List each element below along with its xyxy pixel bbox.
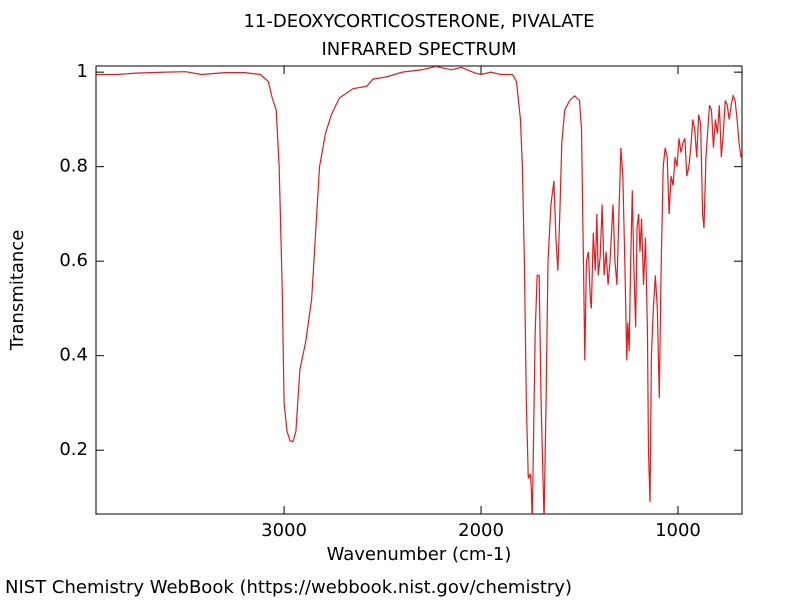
chart-title: 11-DEOXYCORTICOSTERONE, PIVALATE	[243, 11, 594, 32]
y-tick-label: 0.2	[59, 439, 88, 460]
y-tick-label: 0.8	[59, 156, 88, 177]
plot-frame	[95, 65, 743, 515]
x-tick-label: 2000	[458, 520, 504, 541]
x-tick-label: 1000	[655, 520, 701, 541]
chart-subtitle: INFRARED SPECTRUM	[321, 39, 516, 60]
spectrum-line	[96, 66, 742, 514]
x-axis-label: Wavenumber (cm-1)	[327, 544, 512, 565]
y-tick-label: 0.6	[59, 250, 88, 271]
footer: NIST Chemistry WebBook (https://webbook.…	[5, 577, 572, 598]
y-tick-label: 0.4	[59, 345, 88, 366]
x-tick-label: 3000	[261, 520, 307, 541]
y-axis-label: Transmitance	[7, 230, 28, 352]
y-tick-label: 1	[77, 61, 88, 82]
